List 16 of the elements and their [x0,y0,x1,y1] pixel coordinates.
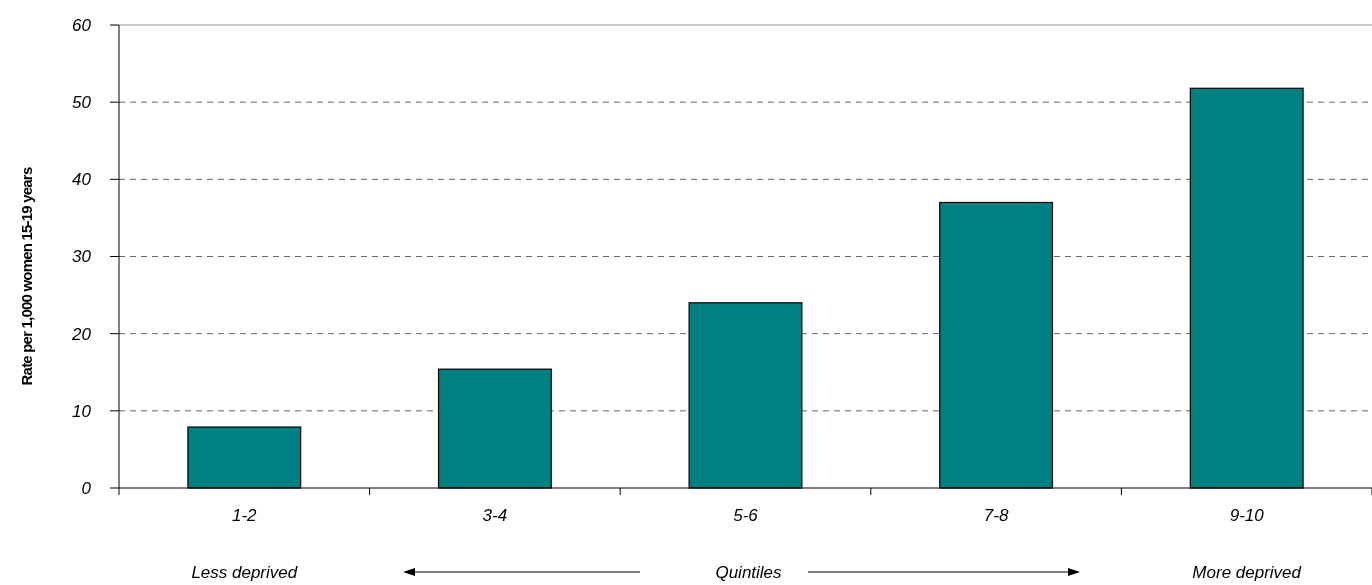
x-tick-label: 1-2 [232,506,258,525]
x-tick-label: 5-6 [733,506,759,525]
x-tick-label: 9-10 [1229,506,1265,525]
text: Less deprived [191,563,298,582]
y-tick-label: 30 [72,247,92,267]
x-axis-title: Quintiles [715,563,783,582]
y-tick-label: 10 [72,401,92,421]
x-tick-label: 3-4 [482,506,508,525]
y-tick-label: 60 [72,15,92,35]
y-tick-label: 50 [72,93,92,113]
y-tick-label: 40 [72,170,92,190]
x-tick-label: 7-8 [983,506,1009,525]
y-tick-label: 20 [71,324,92,344]
y-tick-label: 0 [81,478,92,498]
text: More deprived [1192,563,1302,582]
y-axis-title: Rate per 1,000 women 15-19 years [18,167,35,386]
